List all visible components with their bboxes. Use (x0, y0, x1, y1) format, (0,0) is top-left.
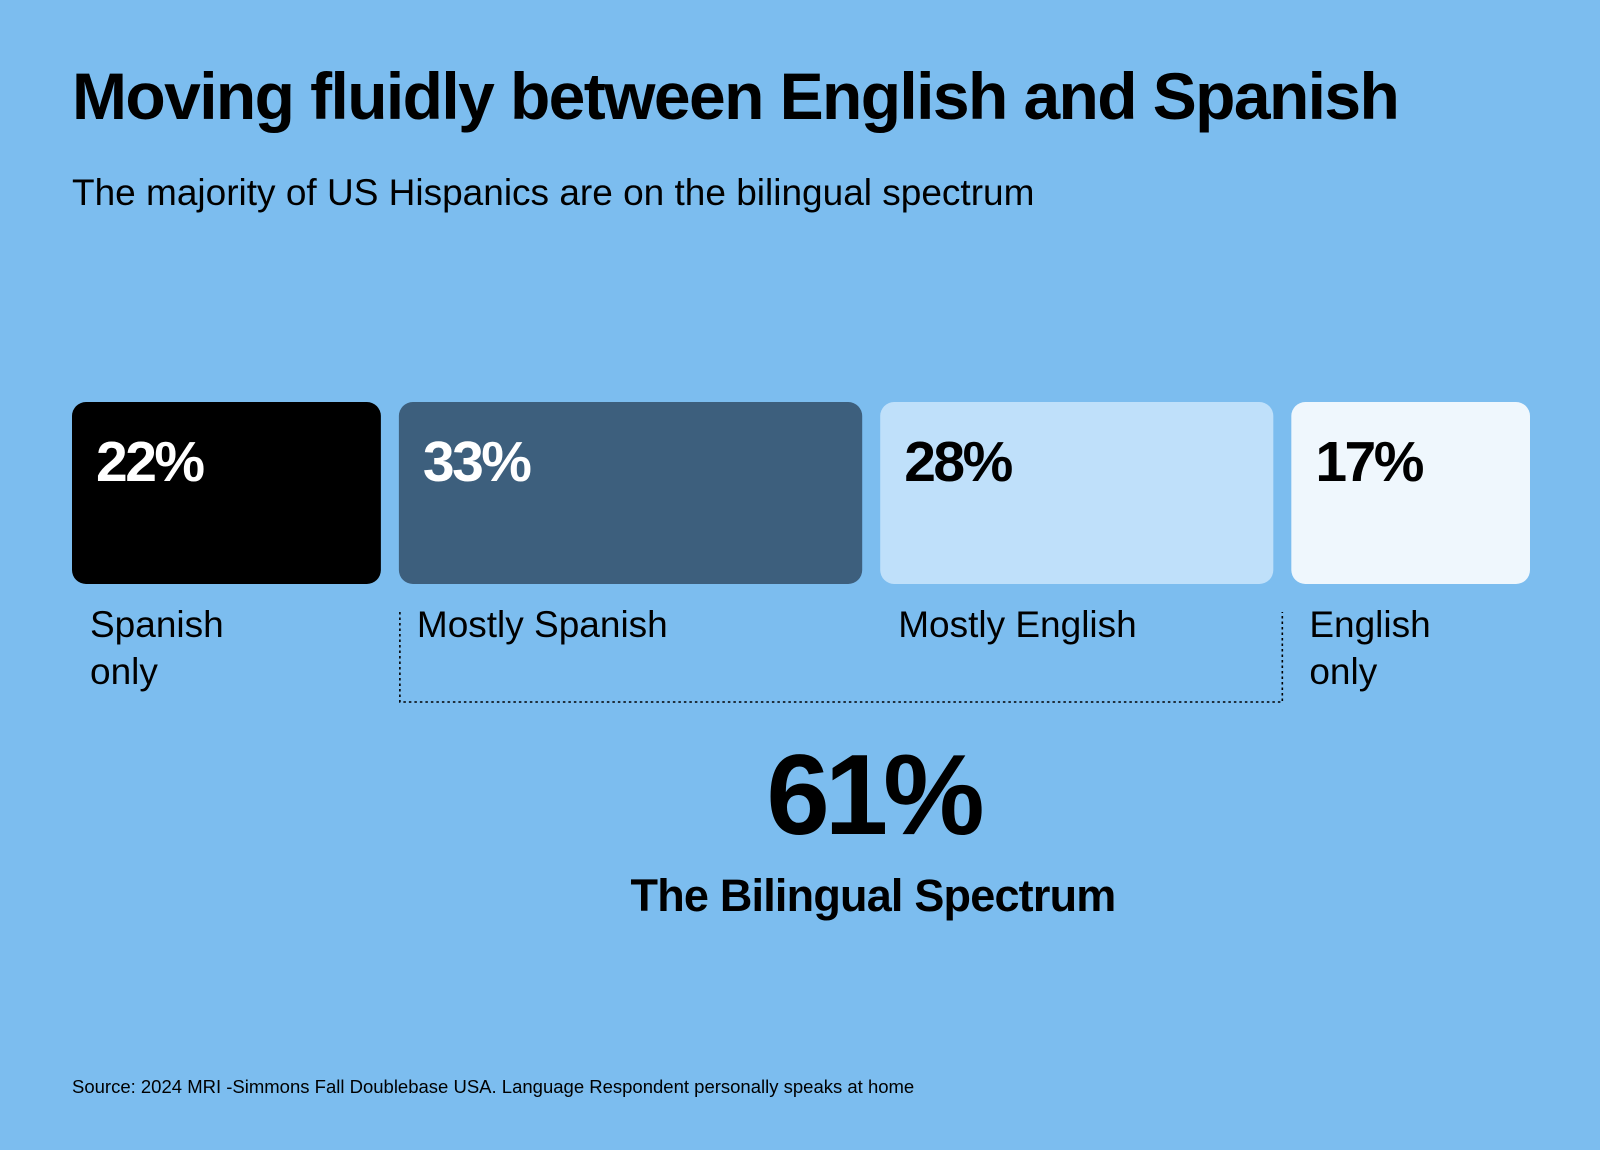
bar-value-spanish-only: 22% (96, 430, 204, 494)
bar-value-english-only: 17% (1315, 430, 1423, 494)
bar-value-mostly-english: 28% (904, 430, 1012, 494)
bar-spanish-only (72, 402, 381, 584)
bar-label-mostly-english: Mostly English (898, 604, 1137, 645)
bilingual-bracket (399, 612, 1284, 703)
bar-mostly-english (880, 402, 1274, 584)
bilingual-spectrum-label: The Bilingual Spectrum (630, 870, 1117, 921)
bar-english-only (1291, 402, 1530, 584)
chart-title: Moving fluidly between English and Spani… (72, 59, 1400, 133)
bilingual-total-value: 61% (766, 732, 984, 859)
source-note: Source: 2024 MRI -Simmons Fall Doublebas… (72, 1076, 915, 1097)
bilingual-spectrum-chart: 22% Spanish only 33% Mostly Spanish 28% Mostly… (72, 402, 1530, 703)
bar-label-english-only: English only (1309, 604, 1430, 692)
bar-value-mostly-spanish: 33% (423, 430, 531, 494)
bar-label-spanish-only: Spanish only (90, 604, 224, 692)
bar-label-mostly-spanish: Mostly Spanish (417, 604, 668, 645)
bar-mostly-spanish (398, 402, 863, 584)
chart-subtitle: The majority of US Hispanics are on the … (72, 172, 1035, 213)
